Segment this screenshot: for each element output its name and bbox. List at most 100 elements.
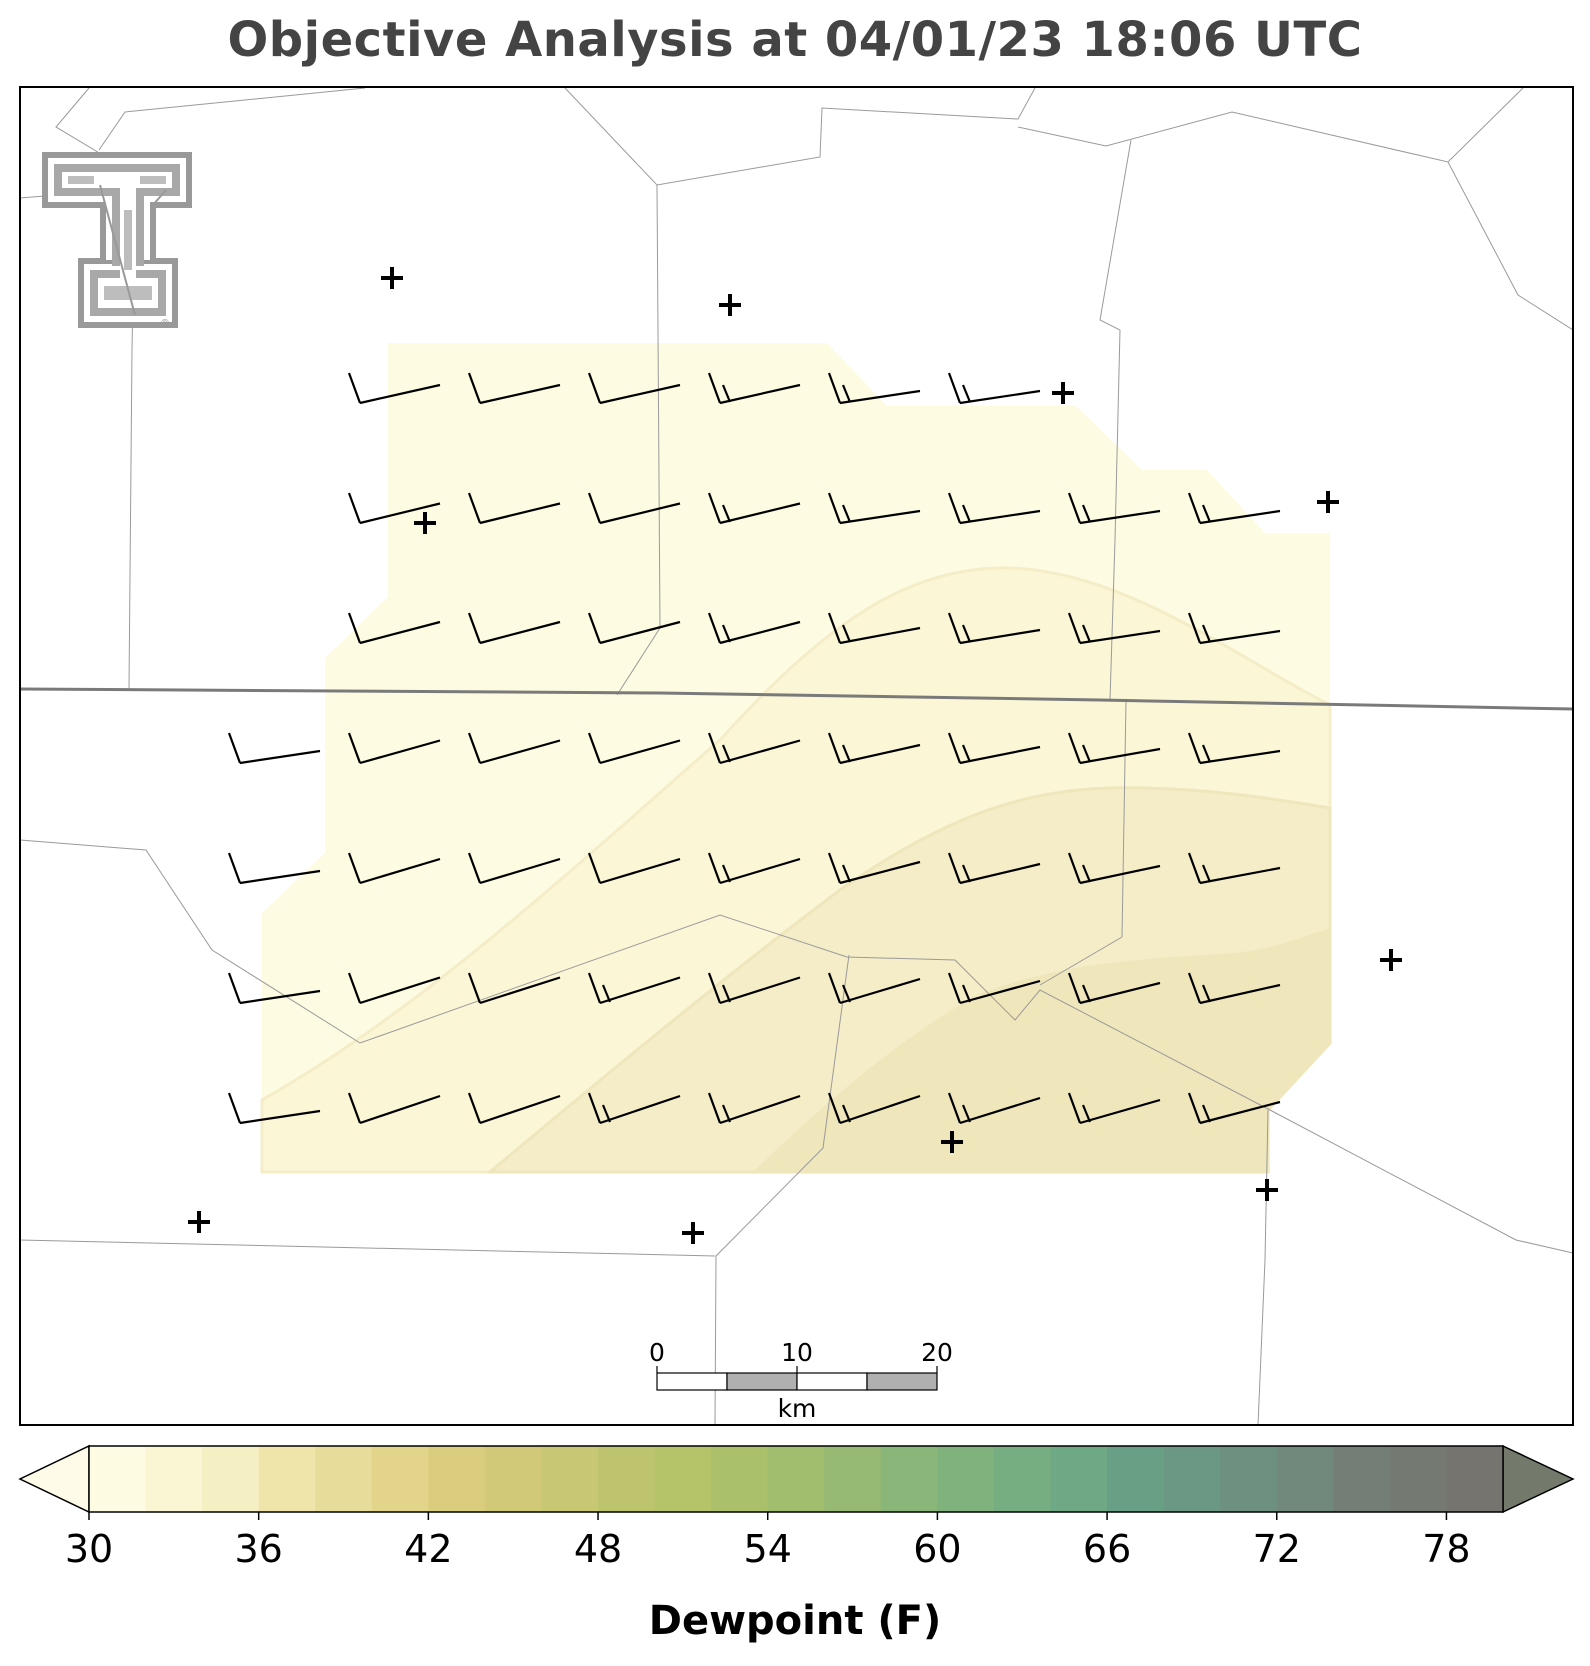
colorbar-segment bbox=[1333, 1446, 1391, 1512]
wind-barb bbox=[467, 492, 561, 525]
colorbar-segment bbox=[484, 1446, 543, 1512]
station-markers bbox=[188, 267, 1402, 1244]
wind-barb bbox=[587, 492, 681, 525]
wind-barb bbox=[1187, 492, 1281, 525]
wind-barb bbox=[347, 732, 441, 765]
wind-barb bbox=[827, 372, 921, 405]
wind-barb bbox=[1187, 1092, 1281, 1125]
wind-barb bbox=[827, 492, 921, 525]
station-marker bbox=[1380, 949, 1402, 971]
scale-label-10: 10 bbox=[781, 1338, 813, 1367]
wind-barb bbox=[827, 972, 921, 1005]
colorbar-segment bbox=[598, 1446, 656, 1512]
colorbar-tick-label: 48 bbox=[573, 1527, 623, 1571]
logo-registered-mark: ® bbox=[160, 318, 170, 329]
wind-barb bbox=[947, 612, 1041, 645]
wind-barb bbox=[1067, 612, 1161, 645]
colorbar-segment bbox=[202, 1446, 260, 1512]
station-marker bbox=[941, 1131, 963, 1153]
wind-barb bbox=[1187, 972, 1281, 1005]
wind-barb bbox=[587, 972, 681, 1005]
wind-barb bbox=[1067, 732, 1161, 765]
colorbar-segment bbox=[654, 1446, 712, 1512]
wind-barb bbox=[587, 852, 681, 885]
map-frame bbox=[19, 86, 1574, 1426]
wind-barb bbox=[947, 492, 1041, 525]
wind-barb bbox=[587, 1092, 681, 1125]
colorbar-segment bbox=[315, 1446, 373, 1512]
wind-barb bbox=[467, 372, 561, 405]
scale-unit: km bbox=[777, 1394, 817, 1423]
colorbar-segment bbox=[371, 1446, 429, 1512]
wind-barb bbox=[827, 612, 921, 645]
wind-barb bbox=[347, 1092, 441, 1125]
wind-barb bbox=[587, 612, 681, 645]
wind-barb bbox=[227, 972, 321, 1005]
colorbar-tick-label: 78 bbox=[1422, 1527, 1471, 1571]
colorbar-tick-label: 72 bbox=[1252, 1527, 1301, 1571]
colorbar-segment bbox=[1050, 1446, 1108, 1512]
wind-barb bbox=[1187, 732, 1281, 765]
dewpoint-analysis-fill bbox=[260, 343, 1332, 1174]
wind-barb bbox=[467, 732, 561, 765]
colorbar-label: Dewpoint (F) bbox=[648, 1598, 942, 1644]
colorbar-segment bbox=[541, 1446, 599, 1512]
colorbar-tick-label: 42 bbox=[404, 1527, 453, 1571]
wind-barb bbox=[707, 972, 801, 1005]
colorbar-segment bbox=[1163, 1446, 1221, 1512]
wind-barb bbox=[707, 492, 801, 525]
scale-bar bbox=[656, 1366, 938, 1391]
colorbar-segment bbox=[1389, 1446, 1448, 1512]
double-t-logo bbox=[42, 152, 192, 328]
wind-barb bbox=[347, 852, 441, 885]
scale-label-0: 0 bbox=[649, 1338, 665, 1367]
colorbar-segment bbox=[824, 1446, 882, 1512]
colorbar-segment bbox=[258, 1446, 316, 1512]
colorbar-tick-label: 30 bbox=[64, 1527, 114, 1571]
colorbar-segment bbox=[1446, 1446, 1504, 1512]
colorbar bbox=[18, 1444, 1575, 1520]
wind-barb bbox=[347, 972, 441, 1005]
colorbar-segment bbox=[145, 1446, 203, 1512]
wind-barb bbox=[347, 612, 441, 645]
colorbar-tick-label: 54 bbox=[743, 1527, 792, 1571]
wind-barb bbox=[467, 852, 561, 885]
wind-barbs bbox=[227, 372, 1281, 1125]
wind-barb bbox=[1187, 852, 1281, 885]
station-marker bbox=[682, 1222, 704, 1244]
colorbar-segment bbox=[428, 1446, 486, 1512]
wind-barb bbox=[707, 732, 801, 765]
colorbar-under-extension bbox=[18, 1444, 90, 1514]
colorbar-tick-label: 60 bbox=[913, 1527, 962, 1571]
station-marker bbox=[719, 294, 741, 316]
colorbar-segment bbox=[89, 1446, 147, 1512]
wind-barb bbox=[227, 1092, 321, 1125]
colorbar-segment bbox=[767, 1446, 825, 1512]
wind-barb bbox=[227, 852, 321, 885]
wind-barb bbox=[467, 972, 561, 1005]
wind-barb bbox=[827, 1092, 921, 1125]
station-marker bbox=[1317, 491, 1339, 513]
wind-barb bbox=[947, 972, 1041, 1005]
colorbar-segment bbox=[993, 1446, 1052, 1512]
colorbar-tick-label: 36 bbox=[234, 1527, 283, 1571]
wind-barb bbox=[707, 612, 801, 645]
wind-barb bbox=[467, 1092, 561, 1125]
colorbar-tick-label: 66 bbox=[1082, 1527, 1132, 1571]
wind-barb bbox=[707, 1092, 801, 1125]
wind-barb bbox=[467, 612, 561, 645]
wind-barb bbox=[947, 852, 1041, 885]
colorbar-segment bbox=[711, 1446, 769, 1512]
station-marker bbox=[188, 1211, 210, 1233]
station-marker bbox=[1256, 1179, 1278, 1201]
colorbar-segment bbox=[880, 1446, 938, 1512]
wind-barb bbox=[587, 732, 681, 765]
wind-barb bbox=[1187, 612, 1281, 645]
wind-barb bbox=[707, 372, 801, 405]
colorbar-over-extension bbox=[1502, 1444, 1575, 1514]
wind-barb bbox=[587, 372, 681, 405]
wind-barb bbox=[1067, 492, 1161, 525]
wind-barb bbox=[827, 852, 921, 885]
wind-barb bbox=[1067, 852, 1161, 885]
